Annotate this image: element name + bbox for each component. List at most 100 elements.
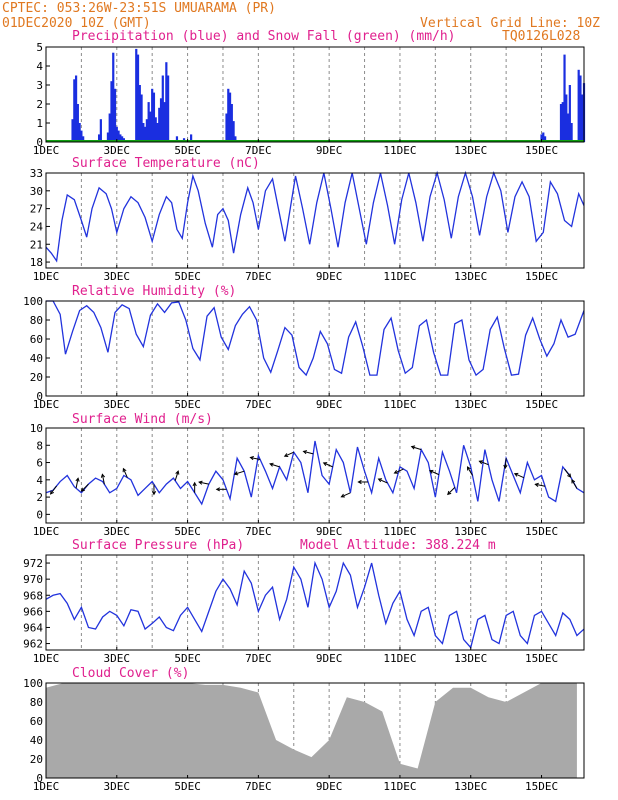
precipitation-bar [147, 102, 150, 142]
temperature-xtick-label: 15DEC [525, 270, 558, 283]
pressure-title: Surface Pressure (hPa) [72, 538, 244, 553]
precipitation-bar [78, 123, 81, 142]
wind-xtick-label: 7DEC [245, 525, 272, 538]
precipitation-bar [151, 88, 154, 142]
wind-arrow-head [571, 479, 576, 484]
pressure-ytick-label: 966 [23, 605, 43, 618]
precipitation-bar [106, 132, 110, 142]
precipitation-bar [543, 136, 547, 142]
wind-arrow [250, 457, 261, 461]
temperature-xtick-label: 7DEC [245, 270, 272, 283]
precipitation-bar [119, 134, 122, 142]
humidity-xtick-label: 13DEC [454, 398, 487, 411]
wind-arrow [75, 478, 79, 489]
precipitation-bar [135, 48, 138, 142]
temperature-ytick-label: 27 [30, 203, 43, 216]
precipitation-bar [158, 107, 161, 142]
cloud-cover-xtick-label: 11DEC [383, 780, 416, 793]
header-grid-note: Vertical Grid Line: 10Z [420, 16, 600, 31]
precipitation-bar [175, 136, 179, 142]
wind-arrow [479, 460, 489, 466]
wind-arrow-head [503, 464, 508, 470]
wind-xtick-label: 13DEC [454, 525, 487, 538]
wind-arrow-head [513, 472, 519, 477]
cloud-cover-xtick-label: 3DEC [104, 780, 131, 793]
humidity-xtick-label: 15DEC [525, 398, 558, 411]
cloud-cover-ytick-label: 0 [36, 772, 43, 785]
precipitation-bar [117, 130, 120, 142]
cloud-cover-ytick-label: 40 [30, 734, 43, 747]
precipitation-bar [161, 75, 164, 142]
wind-arrow-head [377, 478, 383, 483]
humidity-ytick-label: 40 [30, 352, 43, 365]
precipitation-bar [145, 119, 148, 142]
temperature-xtick-label: 13DEC [454, 270, 487, 283]
precipitation-ytick-label: 4 [36, 60, 43, 73]
precipitation-bar [579, 75, 582, 142]
wind-title: Surface Wind (m/s) [72, 412, 213, 427]
precipitation-bar [82, 136, 85, 142]
pressure-ytick-label: 962 [23, 638, 43, 651]
pressure-xtick-label: 15DEC [525, 652, 558, 665]
precipitation-bar [156, 123, 159, 142]
wind-ytick-label: 4 [36, 474, 43, 487]
precipitation-ytick-label: 1 [36, 117, 43, 130]
wind-arrow [81, 483, 89, 492]
precipitation-xtick-label: 11DEC [383, 144, 416, 157]
humidity-frame [45, 300, 585, 397]
wind-arrow [467, 466, 473, 476]
wind-arrow [378, 478, 388, 484]
precipitation-bar [152, 92, 156, 142]
precipitation-bar [110, 81, 113, 142]
precipitation-bar [165, 62, 168, 143]
wind-arrow [514, 473, 525, 479]
pressure-xtick-label: 11DEC [383, 652, 416, 665]
wind-arrow [571, 479, 578, 489]
temperature-ytick-label: 33 [30, 167, 43, 180]
precipitation-bar [542, 132, 545, 142]
pressure-xtick-label: 1DEC [33, 652, 60, 665]
temperature-ytick-label: 21 [30, 238, 43, 251]
pressure-ytick-label: 970 [23, 573, 43, 586]
humidity-xtick-label: 5DEC [174, 398, 201, 411]
wind-arrow-head [49, 490, 55, 495]
precipitation-ytick-label: 2 [36, 98, 43, 111]
wind-series-line [45, 440, 585, 506]
cloud-cover-frame [45, 682, 585, 779]
precipitation-bar [581, 94, 584, 142]
wind-arrow [269, 463, 280, 468]
humidity-title: Relative Humidity (%) [72, 284, 236, 299]
wind-arrow-head [175, 470, 180, 475]
wind-arrow-head [75, 477, 80, 482]
wind-arrow [284, 451, 294, 457]
precipitation-bar [225, 113, 228, 142]
wind-arrow [394, 468, 404, 474]
wind-arrow [101, 474, 105, 485]
temperature-xtick-label: 5DEC [174, 270, 201, 283]
temperature-frame [45, 172, 585, 269]
precipitation-ytick-label: 5 [36, 41, 43, 54]
humidity-panel: Relative Humidity (%) 0 20 40 60 80 100 1DEC 3D… [23, 284, 585, 411]
wind-arrow-head [302, 450, 308, 455]
humidity-xtick-label: 1DEC [33, 398, 60, 411]
wind-xtick-label: 1DEC [33, 525, 60, 538]
precipitation-bar [577, 69, 580, 142]
cloud-cover-ytick-label: 60 [30, 715, 43, 728]
pressure-series-line [45, 560, 585, 649]
wind-arrow [50, 485, 58, 495]
precipitation-bar [73, 79, 76, 142]
pressure-xtick-label: 9DEC [316, 652, 343, 665]
header-run-time: 01DEC2020 10Z (GMT) [2, 16, 151, 31]
cloud-cover-xtick-label: 15DEC [525, 780, 558, 793]
wind-arrow-head [447, 490, 452, 496]
wind-arrow-head [192, 481, 197, 487]
precipitation-xtick-label: 7DEC [245, 144, 272, 157]
precipitation-xtick-label: 5DEC [174, 144, 201, 157]
pressure-ytick-label: 964 [23, 621, 43, 634]
precipitation-bar [112, 52, 115, 143]
cloud-cover-xtick-label: 9DEC [316, 780, 343, 793]
precipitation-title: Precipitation (blue) and Snow Fall (gree… [72, 29, 456, 44]
temperature-series-line [45, 170, 585, 263]
wind-arrow-head [283, 453, 289, 457]
